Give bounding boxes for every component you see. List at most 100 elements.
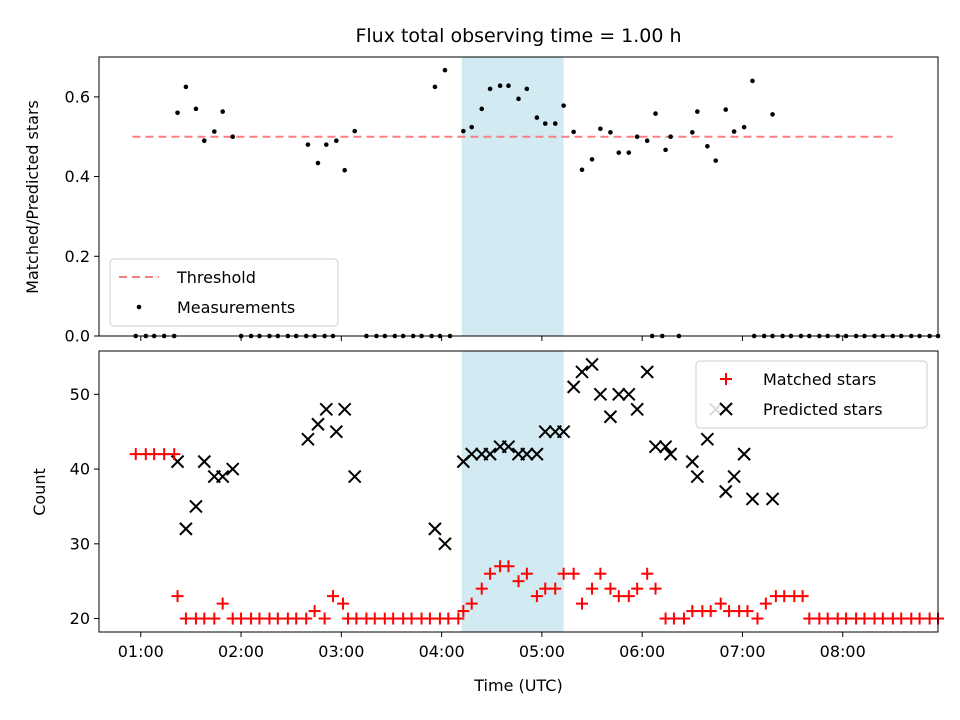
matched-point — [179, 612, 192, 625]
measurement-point — [542, 121, 548, 126]
matched-point — [290, 612, 303, 625]
x-tick-label: 02:00 — [218, 642, 264, 661]
measurement-point — [626, 150, 632, 155]
measurement-point — [323, 142, 329, 147]
predicted-point-stroke — [593, 387, 608, 402]
predicted-point-stroke — [319, 402, 334, 416]
legend-measurements-label: Measurements — [177, 298, 295, 317]
legend-matched-label: Matched stars — [763, 370, 876, 389]
measurement-point — [713, 158, 719, 163]
matched-point — [631, 582, 644, 595]
predicted-point-stroke — [464, 447, 479, 461]
measurement-point — [598, 126, 603, 132]
matched-point — [594, 567, 607, 580]
predicted-point — [745, 492, 760, 506]
predicted-point — [658, 439, 673, 454]
measurement-point — [479, 106, 485, 112]
top-legend: Threshold Measurements — [109, 258, 339, 327]
measurement-point — [183, 84, 189, 90]
matched-point — [539, 582, 552, 595]
matched-point — [520, 567, 533, 580]
matched-point — [129, 448, 142, 461]
predicted-point — [566, 380, 581, 394]
measurement-point — [634, 134, 640, 140]
matched-point — [512, 575, 525, 588]
predicted-point — [501, 439, 516, 454]
bottom-y-tick-label: 40 — [70, 460, 90, 479]
bottom-y-tick-label: 30 — [70, 534, 90, 553]
predicted-point — [648, 439, 663, 454]
predicted-point-stroke — [685, 454, 700, 469]
predicted-point-stroke — [329, 425, 344, 439]
x-tick-label: 07:00 — [719, 642, 765, 661]
measurement-point — [315, 160, 321, 166]
matched-point — [423, 612, 436, 625]
top-y-tick-label: 0.2 — [65, 247, 90, 266]
matched-point — [714, 597, 727, 610]
predicted-point — [685, 454, 700, 469]
measurement-point — [442, 67, 448, 73]
bottom-y-tick-label: 50 — [70, 385, 90, 404]
matched-point — [484, 567, 497, 580]
predicted-point-stroke — [337, 402, 352, 416]
measurement-point — [524, 86, 530, 92]
top-y-tick-label: 0.6 — [65, 87, 90, 106]
matched-point — [452, 612, 465, 625]
matched-point — [723, 605, 736, 618]
predicted-point — [311, 417, 325, 431]
predicted-point — [319, 402, 334, 416]
bottom-x-ticks: 01:00 02:00 03:00 04:00 05:00 06:00 07:00 08:00 — [118, 632, 866, 661]
matched-point — [858, 612, 871, 625]
legend-predicted-label: Predicted stars — [763, 400, 883, 419]
predicted-point-stroke — [530, 447, 544, 461]
predicted-point — [179, 522, 193, 536]
predicted-point — [438, 537, 452, 551]
matched-point — [308, 605, 321, 618]
measurement-point — [653, 111, 658, 116]
predicted-point — [215, 469, 230, 484]
measurement-point — [731, 129, 737, 134]
matched-point — [171, 590, 184, 603]
bottom-y-tick-label: 20 — [70, 609, 90, 628]
x-tick-label: 08:00 — [820, 642, 866, 661]
measurement-point — [750, 78, 755, 84]
matched-point — [387, 612, 400, 625]
measurement-point — [175, 110, 180, 116]
predicted-point-stroke — [311, 417, 325, 431]
matched-point — [704, 605, 717, 618]
matched-point — [158, 448, 171, 461]
x-axis-label: Time (UTC) — [473, 676, 562, 695]
measurement-point — [690, 130, 695, 135]
predicted-point — [719, 484, 733, 499]
predicted-point-stroke — [215, 469, 230, 484]
measurement-point — [230, 134, 236, 140]
top-marks — [133, 67, 941, 339]
bottom-marks — [129, 357, 944, 625]
predicted-point-stroke — [438, 537, 452, 551]
predicted-point — [727, 469, 741, 484]
matched-point — [876, 612, 889, 625]
measurement-point — [705, 143, 710, 149]
matched-point — [612, 590, 625, 603]
bottom-highlight-band — [461, 351, 564, 632]
matched-point — [667, 612, 680, 625]
matched-point — [557, 567, 570, 580]
top-highlight-band — [461, 57, 564, 336]
predicted-point — [225, 462, 240, 476]
predicted-point-stroke — [520, 447, 534, 461]
matched-point — [235, 612, 248, 625]
measurement-point — [487, 86, 493, 92]
x-tick-label: 05:00 — [519, 642, 565, 661]
predicted-point — [530, 447, 544, 461]
matched-point — [686, 605, 699, 618]
matched-point — [840, 612, 853, 625]
matched-point — [457, 605, 470, 618]
measurement-point — [644, 138, 650, 143]
matched-point — [208, 612, 221, 625]
measurement-point — [552, 121, 558, 126]
matched-point — [168, 448, 181, 461]
measurement-point — [342, 167, 347, 173]
predicted-point-stroke — [225, 462, 240, 476]
matched-point — [253, 612, 266, 625]
x-tick-label: 01:00 — [118, 642, 164, 661]
